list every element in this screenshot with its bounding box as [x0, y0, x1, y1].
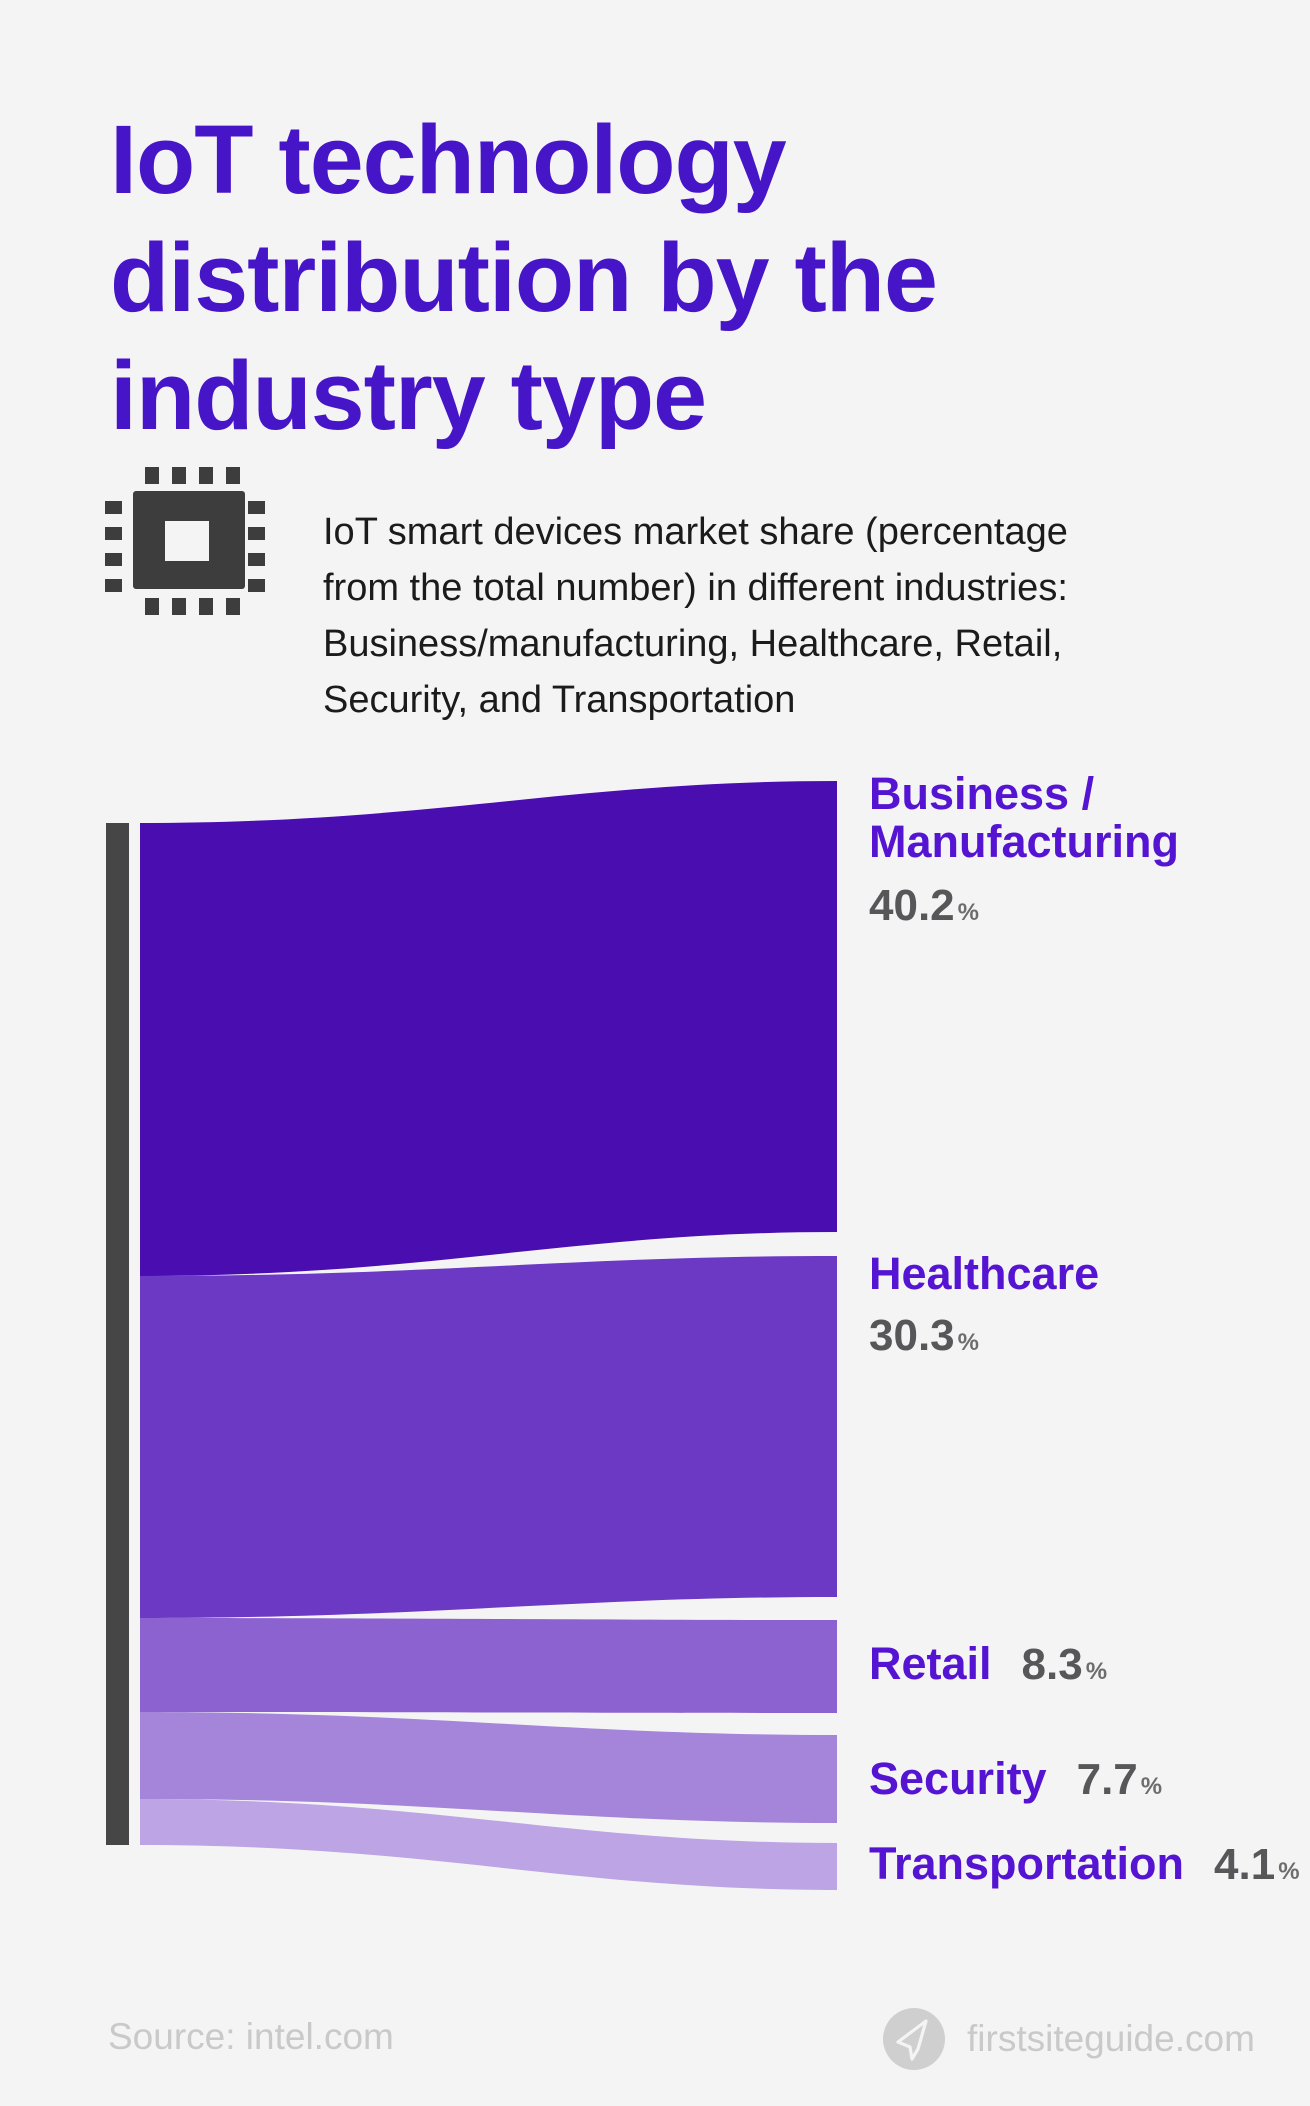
chart-description: IoT smart devices market share (percenta… [323, 511, 1068, 721]
value-business-manufacturing: 40.2 % [869, 884, 979, 928]
segment-name: Security [869, 1753, 1047, 1804]
segment-name: Healthcare [869, 1248, 1100, 1299]
page-title: IoT technology distribution by the indus… [110, 104, 938, 450]
paper-plane-icon [883, 2008, 945, 2070]
segment-value: 40.2 [869, 881, 955, 930]
label-retail: Retail 8.3 % [869, 1640, 1107, 1688]
flow-band-business-manufacturing [140, 781, 837, 1276]
segment-value: 4.1 [1214, 1840, 1276, 1889]
brand-name: firstsiteguide.com [967, 2018, 1255, 2059]
percent-sign: % [1140, 1773, 1163, 1800]
label-business-manufacturing: Business / Manufacturing [869, 770, 1179, 866]
source-attribution: Source: intel.com [108, 2016, 394, 2057]
segment-name: Retail [869, 1638, 992, 1689]
flow-band-security [140, 1712, 837, 1823]
value-healthcare: 30.3 % [869, 1314, 979, 1358]
segment-name: Business / Manufacturing [869, 768, 1179, 867]
flow-band-retail [140, 1618, 837, 1713]
segment-name: Transportation [869, 1838, 1185, 1889]
segment-value: 8.3 [1021, 1640, 1083, 1689]
source-bar [106, 823, 129, 1845]
brand-footer: firstsiteguide.com [883, 2008, 1255, 2070]
flow-band-transportation [140, 1799, 837, 1890]
percent-sign: % [957, 1329, 979, 1356]
label-transportation: Transportation 4.1 % [869, 1840, 1300, 1888]
percent-sign: % [1085, 1658, 1108, 1685]
flow-band-healthcare [140, 1256, 837, 1618]
segment-value: 30.3 [869, 1311, 955, 1360]
percent-sign: % [1278, 1858, 1300, 1885]
chip-icon [105, 467, 265, 615]
segment-value: 7.7 [1076, 1755, 1138, 1804]
label-healthcare: Healthcare [869, 1250, 1099, 1298]
percent-sign: % [957, 899, 979, 926]
label-security: Security 7.7 % [869, 1755, 1162, 1803]
